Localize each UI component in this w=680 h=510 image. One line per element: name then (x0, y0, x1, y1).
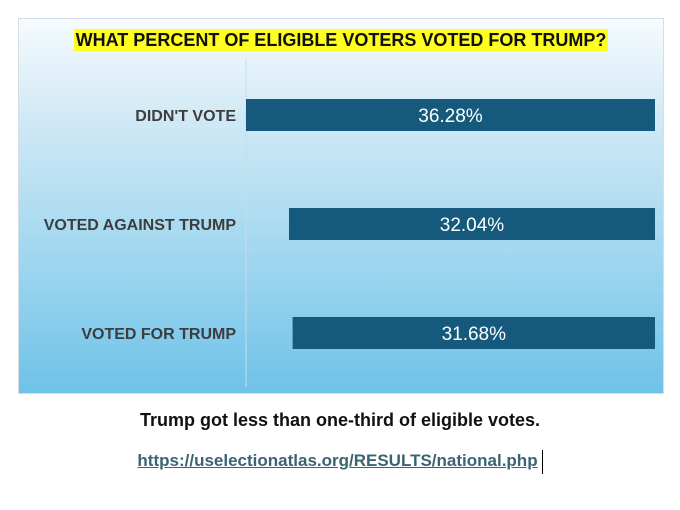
text-cursor (541, 450, 543, 474)
caption: Trump got less than one-third of eligibl… (139, 410, 541, 430)
bar-value-label: 32.04% (440, 215, 505, 236)
bar-value-label: 31.68% (442, 324, 507, 345)
category-label: VOTED FOR TRUMP (81, 326, 236, 343)
bar-0 (246, 99, 655, 131)
bar-1 (289, 208, 655, 240)
chart-title: WHAT PERCENT OF ELIGIBLE VOTERS VOTED FO… (73, 29, 609, 51)
chart-panel: WHAT PERCENT OF ELIGIBLE VOTERS VOTED FO… (18, 18, 664, 394)
category-label: DIDN'T VOTE (135, 108, 236, 125)
category-label: VOTED AGAINST TRUMP (44, 217, 237, 234)
bar-2 (292, 317, 655, 349)
source-link[interactable]: https://uselectionatlas.org/RESULTS/nati… (137, 451, 538, 471)
bar-chart: 36.28% DIDN'T VOTE 32.04% VOTED AGAINST TRU… (44, 59, 655, 387)
bar-value-label: 36.28% (418, 106, 483, 127)
